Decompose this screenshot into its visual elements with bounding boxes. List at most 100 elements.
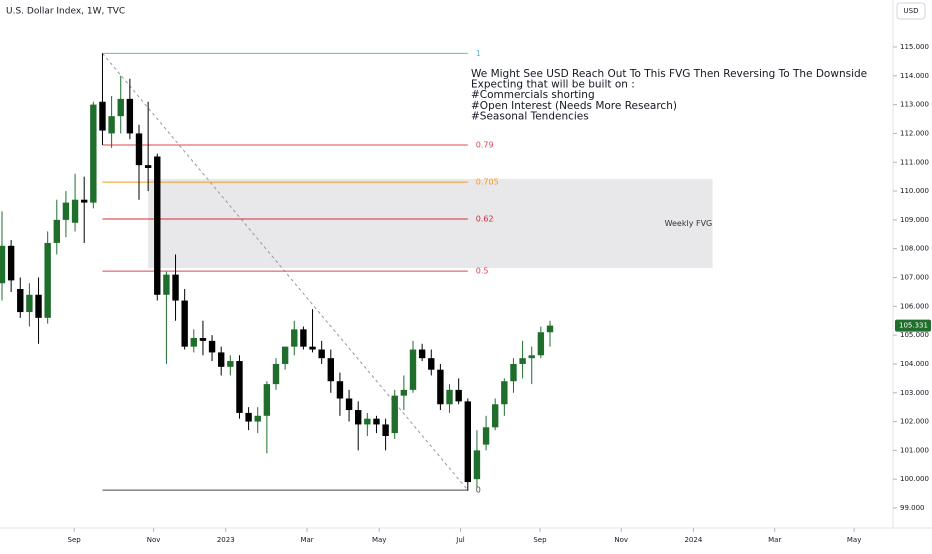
- candle-body: [245, 412, 252, 422]
- candle-body: [546, 325, 554, 333]
- candle-body: [263, 384, 271, 416]
- annotation-line: We Might See USD Reach Out To This FVG T…: [471, 68, 867, 80]
- y-tick-label: 103.000: [900, 389, 929, 397]
- candle-body: [154, 156, 161, 295]
- x-tick-label: May: [847, 536, 861, 544]
- fib-trendline: [102, 53, 469, 491]
- candle-body: [172, 274, 179, 301]
- fib-label: 1: [476, 49, 481, 58]
- candle-body: [455, 389, 462, 402]
- candle-body: [382, 424, 389, 436]
- candle-body: [7, 245, 15, 281]
- candle-body: [473, 450, 481, 480]
- candle-body: [309, 346, 316, 350]
- y-tick-label: 110.000: [900, 187, 929, 195]
- candle-body: [26, 294, 33, 313]
- candle-body: [446, 389, 453, 405]
- x-tick-label: Mar: [768, 536, 781, 544]
- candle-body: [501, 381, 508, 405]
- annotation-line: Expecting that will be built on :: [471, 79, 635, 91]
- candle-body: [492, 404, 499, 428]
- candle-body: [254, 415, 261, 422]
- candle-body: [62, 202, 70, 220]
- candle-body: [90, 104, 97, 203]
- last-price-label: 105.331: [899, 322, 928, 330]
- candle-body: [126, 98, 134, 134]
- candle-body: [218, 352, 225, 367]
- candle-body: [364, 418, 371, 425]
- x-tick-label: Sep: [533, 536, 547, 544]
- candle-body: [117, 98, 124, 117]
- candle-body: [510, 363, 517, 382]
- y-tick-label: 111.000: [900, 158, 929, 166]
- candle-body: [0, 245, 6, 284]
- y-tick-label: 101.000: [900, 446, 929, 454]
- fib-label: 0.79: [476, 140, 494, 149]
- x-tick-label: Jul: [455, 536, 465, 544]
- fvg-zone: [148, 178, 713, 268]
- y-tick-label: 108.000: [900, 245, 929, 253]
- fib-label: 0.705: [476, 178, 499, 187]
- candle-body: [281, 346, 289, 364]
- y-tick-label: 109.000: [900, 216, 929, 224]
- candle-body: [418, 349, 426, 359]
- y-tick-label: 102.000: [900, 418, 929, 426]
- annotation-line: #Seasonal Tendencies: [471, 110, 589, 122]
- candle-body: [327, 358, 334, 382]
- y-tick-label: 107.000: [900, 274, 929, 282]
- candle-body: [108, 116, 115, 134]
- x-tick-label: Nov: [147, 536, 161, 544]
- candle-body: [482, 427, 490, 445]
- candle-body: [35, 294, 42, 318]
- fvg-label: Weekly FVG: [665, 219, 713, 228]
- candle-body: [345, 398, 353, 411]
- candle-body: [464, 401, 471, 483]
- candle-body: [135, 133, 143, 166]
- annotation-line: #Commercials shorting: [471, 89, 595, 101]
- candle-body: [81, 199, 88, 203]
- candle-body: [528, 355, 535, 359]
- candle-body: [227, 361, 234, 367]
- candle-body: [44, 242, 51, 318]
- y-tick-label: 100.000: [900, 475, 929, 483]
- candle-body: [300, 329, 307, 347]
- candle-body: [144, 165, 152, 169]
- candle-body: [373, 418, 380, 425]
- x-tick-label: Sep: [68, 536, 82, 544]
- candle-body: [181, 300, 188, 347]
- candle-body: [519, 358, 526, 364]
- fib-label: 0.62: [476, 215, 494, 224]
- y-tick-label: 99.000: [900, 504, 925, 512]
- candle-body: [190, 338, 197, 347]
- last-price-box: [895, 319, 931, 332]
- annotation-line: #Open Interest (Needs More Research): [471, 100, 677, 112]
- x-tick-label: 2023: [217, 536, 235, 544]
- candle-body: [272, 363, 280, 385]
- candle-body: [428, 358, 435, 370]
- candle-body: [199, 338, 207, 341]
- y-tick-label: 106.000: [900, 302, 929, 310]
- candle-body: [163, 274, 170, 295]
- y-tick-label: 105.000: [900, 331, 929, 339]
- fib-label: 0: [476, 486, 481, 495]
- chart-title: U.S. Dollar Index, 1W, TVC: [6, 7, 125, 17]
- y-tick-label: 104.000: [900, 360, 929, 368]
- currency-label[interactable]: USD: [904, 7, 919, 15]
- y-tick-label: 114.000: [900, 72, 929, 80]
- candle-body: [336, 381, 344, 399]
- candle-body: [355, 410, 362, 425]
- candle-body: [391, 395, 398, 434]
- candle-body: [409, 349, 417, 390]
- candle-body: [71, 199, 79, 223]
- y-tick-label: 115.000: [900, 43, 929, 51]
- candle-body: [318, 349, 325, 359]
- x-tick-label: Mar: [300, 536, 313, 544]
- candle-body: [53, 219, 60, 243]
- candle-body: [208, 340, 216, 353]
- currency-button[interactable]: [896, 2, 926, 20]
- candle-body: [291, 329, 298, 347]
- candle-body: [99, 101, 106, 131]
- x-tick-label: Nov: [614, 536, 628, 544]
- x-tick-label: 2024: [684, 536, 702, 544]
